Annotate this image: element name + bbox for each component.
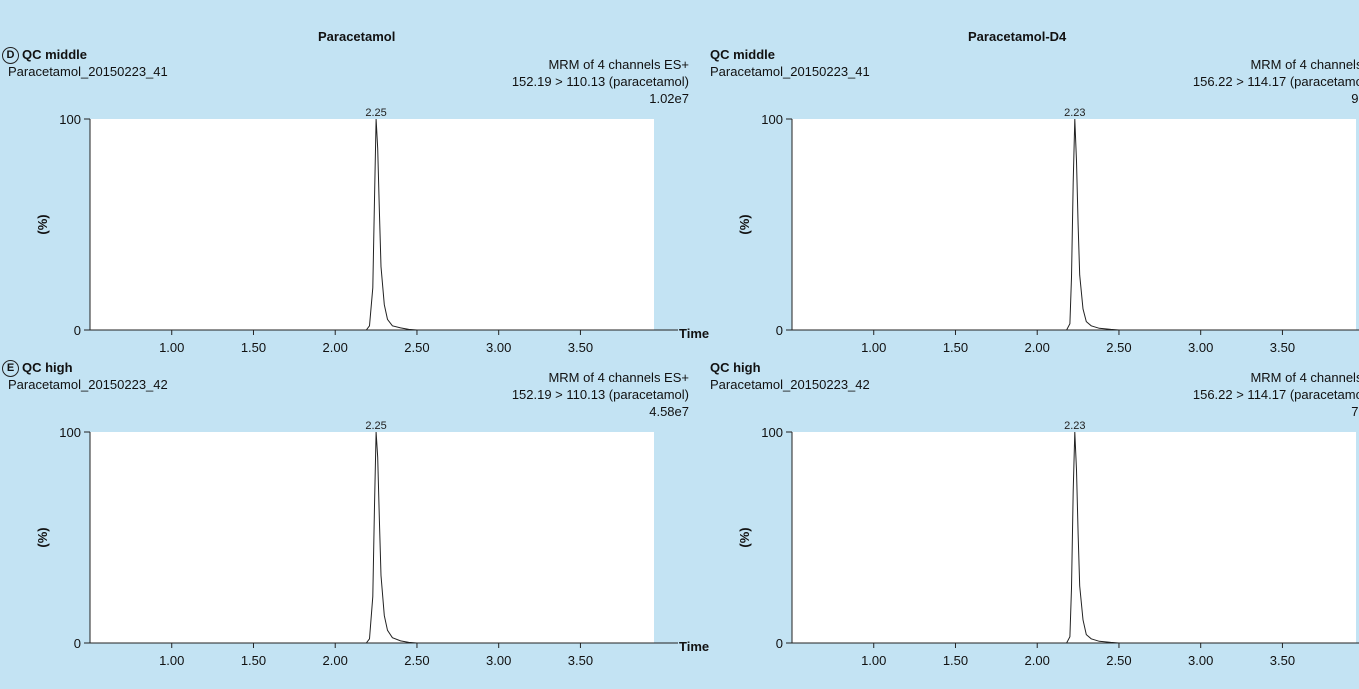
chromatogram-plot: 0 100 1.00 1.50 2.00 2.50 3.00 3.50 Time (%) MRM o… xyxy=(35,57,709,355)
intensity-value: 9.39e6 xyxy=(1351,91,1359,106)
panel-header: QC high xyxy=(710,360,761,375)
x-tick-label: 2.50 xyxy=(404,340,429,355)
panel-letter-badge: D xyxy=(2,47,19,64)
x-tick-label: 2.00 xyxy=(323,340,348,355)
peak-retention-label: 2.23 xyxy=(1064,420,1085,432)
x-tick-label: 3.00 xyxy=(1188,340,1213,355)
x-tick-label: 1.00 xyxy=(861,653,886,668)
scan-function: MRM of 4 channels ES+ xyxy=(548,57,689,72)
x-tick-label: 3.00 xyxy=(486,653,511,668)
x-tick-label: 1.00 xyxy=(159,653,184,668)
y-tick-label: 0 xyxy=(776,323,783,338)
x-tick-label: 2.00 xyxy=(1025,340,1050,355)
file-name: Paracetamol_20150223_41 xyxy=(710,64,870,79)
sample-name: QC high xyxy=(710,360,761,375)
x-tick-label: 2.50 xyxy=(1106,653,1131,668)
y-tick-label: 0 xyxy=(74,636,81,651)
x-tick-label: 3.00 xyxy=(486,340,511,355)
y-tick-label: 0 xyxy=(74,323,81,338)
y-axis-label: (%) xyxy=(737,527,752,547)
x-tick-label: 1.00 xyxy=(159,340,184,355)
panel-header: QC middle xyxy=(710,47,775,62)
x-tick-label: 2.50 xyxy=(404,653,429,668)
intensity-value: 7.66e6 xyxy=(1351,404,1359,419)
x-tick-label: 1.50 xyxy=(241,340,266,355)
y-axis-label: (%) xyxy=(35,527,50,547)
y-tick-label: 100 xyxy=(761,425,783,440)
y-axis-label: (%) xyxy=(35,214,50,234)
x-tick-label: 2.00 xyxy=(1025,653,1050,668)
x-axis-label: Time xyxy=(679,326,709,341)
column-title-paracetamol-d4: Paracetamol-D4 xyxy=(968,29,1067,44)
x-tick-label: 3.50 xyxy=(1270,653,1295,668)
intensity-value: 4.58e7 xyxy=(649,404,689,419)
panel-header: D QC middle xyxy=(2,47,87,64)
x-tick-label: 1.50 xyxy=(241,653,266,668)
chromatogram-panel-e-paracetamol: E QC high Paracetamol_20150223_42 0 100 1.0… xyxy=(0,358,709,688)
peak-retention-label: 2.25 xyxy=(365,420,386,432)
sample-name: QC high xyxy=(22,360,73,375)
chromatogram-panel-d-paracetamol: D QC middle Paracetamol_20150223_41 0 100 1… xyxy=(0,45,709,375)
file-name: Paracetamol_20150223_41 xyxy=(8,64,168,79)
y-axis-label: (%) xyxy=(737,214,752,234)
mrm-transition: 152.19 > 110.13 (paracetamol) xyxy=(512,387,689,402)
file-name: Paracetamol_20150223_42 xyxy=(8,377,168,392)
y-tick-label: 100 xyxy=(761,112,783,127)
scan-function: MRM of 4 channels ES+ xyxy=(548,370,689,385)
sample-name: QC middle xyxy=(22,47,88,62)
mrm-transition: 156.22 > 114.17 (paracetamol-D4) xyxy=(1193,74,1359,89)
y-tick-label: 100 xyxy=(59,112,81,127)
y-tick-label: 0 xyxy=(776,636,783,651)
x-tick-label: 2.50 xyxy=(1106,340,1131,355)
peak-retention-label: 2.23 xyxy=(1064,107,1085,119)
x-tick-label: 1.50 xyxy=(943,653,968,668)
scan-function: MRM of 4 channels ES+ xyxy=(1250,57,1359,72)
x-tick-label: 3.50 xyxy=(568,653,593,668)
x-tick-label: 2.00 xyxy=(323,653,348,668)
panel-header: E QC high xyxy=(2,360,73,377)
x-tick-label: 3.50 xyxy=(568,340,593,355)
chromatogram-panel-d-paracetamol-d4: QC middle Paracetamol_20150223_41 0 100 1.… xyxy=(702,45,1359,375)
chromatogram-trace xyxy=(90,118,654,331)
sample-name: QC middle xyxy=(710,47,776,62)
y-tick-label: 100 xyxy=(59,425,81,440)
file-name: Paracetamol_20150223_42 xyxy=(710,377,870,392)
intensity-value: 1.02e7 xyxy=(649,91,689,106)
chromatogram-trace xyxy=(792,431,1356,644)
chromatogram-panel-e-paracetamol-d4: QC high Paracetamol_20150223_42 0 100 1.00… xyxy=(702,358,1359,688)
mrm-transition: 156.22 > 114.17 (paracetamol-D4) xyxy=(1193,387,1359,402)
chromatogram-plot: 0 100 1.00 1.50 2.00 2.50 3.00 3.50 Time (%) MRM o… xyxy=(35,370,709,668)
x-tick-label: 3.50 xyxy=(1270,340,1295,355)
peak-retention-label: 2.25 xyxy=(365,107,386,119)
x-tick-label: 1.00 xyxy=(861,340,886,355)
mrm-transition: 152.19 > 110.13 (paracetamol) xyxy=(512,74,689,89)
x-axis-label: Time xyxy=(679,639,709,654)
panel-letter-badge: E xyxy=(2,360,19,377)
column-title-paracetamol: Paracetamol xyxy=(318,29,396,44)
x-tick-label: 1.50 xyxy=(943,340,968,355)
chromatogram-trace xyxy=(792,118,1356,331)
chromatogram-trace xyxy=(90,431,654,644)
scan-function: MRM of 4 channels ES+ xyxy=(1250,370,1359,385)
x-tick-label: 3.00 xyxy=(1188,653,1213,668)
